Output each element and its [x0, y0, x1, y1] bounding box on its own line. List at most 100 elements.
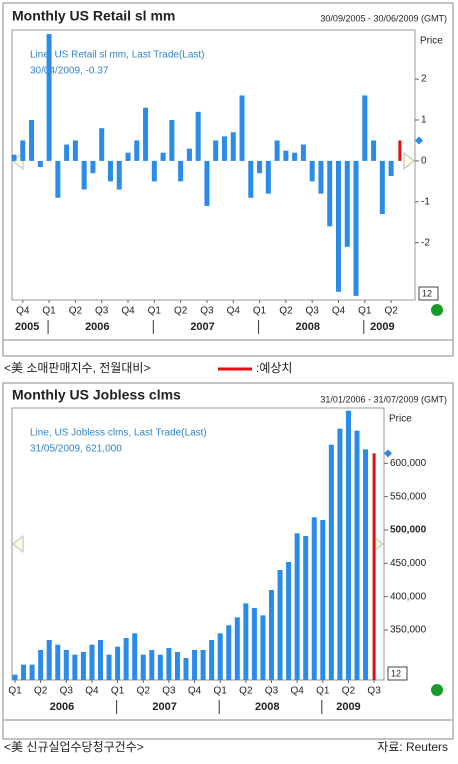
annotation: 31/05/2009, 621,000	[30, 444, 122, 455]
year-label: 2008	[255, 701, 279, 713]
y-tick-label: 500,000	[390, 525, 427, 536]
bar	[64, 144, 70, 161]
bar	[90, 160, 96, 174]
source: 자료: Reuters	[377, 740, 448, 754]
x-tick-label: Q1	[214, 686, 228, 697]
bar	[29, 120, 35, 161]
bar	[81, 160, 87, 190]
scale-box	[387, 666, 408, 681]
y-tick-label: 600,000	[390, 458, 427, 469]
bar	[335, 160, 341, 292]
y-tick-label: 2	[421, 74, 427, 85]
bar	[11, 154, 17, 161]
legend-label: :예상치	[256, 361, 292, 375]
bar	[98, 640, 103, 680]
bar	[354, 430, 360, 680]
bar	[115, 646, 121, 680]
bar	[311, 517, 317, 680]
bar	[99, 128, 105, 161]
bar	[157, 654, 163, 680]
x-tick-label: Q2	[239, 686, 253, 697]
bar	[46, 34, 52, 161]
year-label: 2007	[190, 321, 214, 333]
bar	[160, 152, 166, 161]
x-tick-label: Q1	[253, 306, 267, 317]
y-tick-label: -2	[421, 237, 430, 248]
x-tick-label: Q2	[342, 686, 356, 697]
bar	[38, 650, 44, 680]
bar	[151, 160, 157, 182]
bar	[134, 140, 140, 161]
x-tick-label: Q1	[316, 686, 330, 697]
bar	[251, 608, 257, 680]
annotation: Line, US Jobless clms, Last Trade(Last)	[30, 428, 207, 439]
bar	[388, 160, 394, 177]
year-label: 2008	[296, 321, 320, 333]
bar	[143, 107, 149, 161]
bar	[55, 644, 61, 680]
bar	[80, 652, 86, 680]
bar	[106, 654, 112, 680]
bar	[63, 650, 69, 680]
bar	[72, 654, 78, 680]
bar	[132, 633, 138, 680]
bar	[239, 95, 245, 161]
bar	[37, 160, 43, 168]
bar	[274, 140, 280, 161]
bar	[320, 520, 326, 680]
bar	[169, 120, 175, 161]
bar	[174, 652, 180, 680]
bar	[248, 160, 254, 198]
forecast-bar	[398, 140, 402, 161]
bar	[269, 590, 274, 680]
year-label: 2009	[336, 701, 360, 713]
bar	[230, 132, 236, 161]
chart-title: Monthly US Retail sl mm	[12, 8, 175, 24]
bar	[300, 144, 306, 161]
bar	[353, 160, 359, 296]
bar	[379, 160, 385, 215]
bar	[123, 638, 129, 680]
x-tick-label: Q2	[69, 306, 83, 317]
bar	[140, 654, 146, 680]
bar	[303, 536, 309, 680]
x-tick-label: Q2	[279, 306, 293, 317]
bar	[277, 570, 283, 680]
y-tick-label: -1	[421, 196, 430, 207]
annotation: 30/04/2009, -0.37	[30, 66, 109, 77]
x-tick-label: Q4	[121, 306, 135, 317]
x-tick-label: Q3	[162, 686, 176, 697]
year-label: 2009	[370, 321, 394, 333]
bar	[221, 136, 227, 161]
x-tick-label: Q3	[200, 306, 214, 317]
x-tick-label: Q1	[358, 306, 372, 317]
year-label: 2007	[152, 701, 176, 713]
x-tick-label: Q4	[290, 686, 304, 697]
x-tick-label: Q2	[34, 686, 48, 697]
x-tick-label: Q1	[148, 306, 162, 317]
x-tick-label: Q2	[384, 306, 398, 317]
bar	[243, 603, 249, 680]
y-tick-label: 400,000	[390, 591, 427, 602]
forecast-bar	[372, 453, 376, 680]
bar	[226, 625, 232, 680]
scale-box-label: 12	[391, 668, 401, 678]
x-tick-label: Q2	[137, 686, 151, 697]
x-tick-label: Q4	[332, 306, 346, 317]
bar	[217, 633, 223, 680]
bar	[337, 428, 343, 680]
bar	[21, 664, 27, 680]
bar	[257, 160, 263, 174]
x-tick-label: Q2	[174, 306, 188, 317]
bar	[294, 533, 300, 680]
bar	[344, 160, 350, 247]
caption: <美 신규실업수당청구건수>	[4, 740, 144, 754]
annotation: Line, US Retail sl mm, Last Trade(Last)	[30, 50, 205, 61]
y-tick-label: 0	[421, 156, 427, 167]
y-tick-label: 1	[421, 115, 427, 126]
bar	[46, 640, 52, 680]
bar	[200, 650, 206, 680]
bar	[362, 95, 368, 161]
last-marker	[384, 449, 392, 458]
axis-label: Price	[389, 414, 412, 425]
